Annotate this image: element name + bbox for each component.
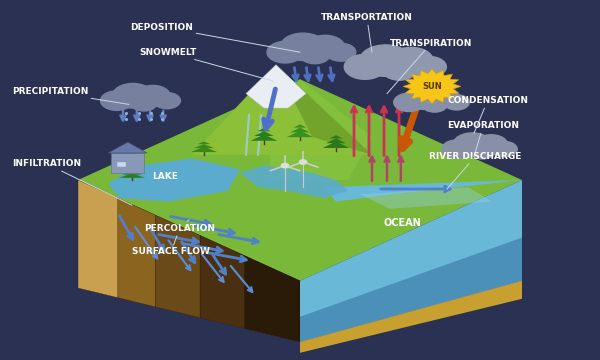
Circle shape: [267, 41, 303, 63]
Text: LAKE: LAKE: [152, 172, 178, 181]
Polygon shape: [119, 174, 145, 178]
Circle shape: [130, 95, 157, 111]
Circle shape: [492, 141, 517, 157]
Circle shape: [412, 57, 446, 77]
Text: TRANSPIRATION: TRANSPIRATION: [387, 39, 472, 94]
Polygon shape: [270, 79, 372, 180]
Circle shape: [394, 93, 424, 112]
Polygon shape: [290, 127, 310, 132]
Polygon shape: [108, 142, 147, 153]
Polygon shape: [245, 256, 300, 342]
Polygon shape: [257, 128, 271, 131]
Circle shape: [389, 48, 433, 74]
Polygon shape: [276, 65, 372, 155]
Circle shape: [453, 133, 492, 156]
Circle shape: [300, 46, 330, 64]
Polygon shape: [293, 125, 307, 128]
Text: PRECIPITATION: PRECIPITATION: [12, 87, 129, 104]
Polygon shape: [191, 147, 217, 152]
Polygon shape: [118, 198, 156, 307]
Polygon shape: [287, 131, 313, 137]
Circle shape: [154, 93, 181, 109]
Polygon shape: [78, 79, 522, 281]
Circle shape: [427, 88, 460, 108]
Polygon shape: [197, 141, 211, 144]
Polygon shape: [254, 131, 274, 136]
Circle shape: [382, 59, 417, 80]
Text: SUN: SUN: [422, 82, 442, 91]
Text: OCEAN: OCEAN: [383, 218, 421, 228]
Text: SURFACE FLOW: SURFACE FLOW: [132, 236, 210, 256]
Text: DEPOSITION: DEPOSITION: [131, 22, 300, 52]
Circle shape: [326, 43, 356, 61]
Polygon shape: [324, 180, 522, 202]
Polygon shape: [326, 138, 346, 143]
Polygon shape: [125, 169, 139, 171]
Polygon shape: [360, 187, 492, 209]
Circle shape: [112, 84, 154, 108]
Polygon shape: [78, 180, 300, 342]
Polygon shape: [403, 69, 461, 104]
Circle shape: [422, 97, 447, 112]
Polygon shape: [200, 235, 245, 328]
Text: SNOWMELT: SNOWMELT: [139, 48, 273, 81]
Polygon shape: [156, 215, 200, 318]
Circle shape: [475, 135, 508, 154]
Circle shape: [442, 140, 472, 158]
Text: PERCOLATION: PERCOLATION: [144, 220, 215, 233]
Circle shape: [100, 91, 133, 111]
Polygon shape: [78, 180, 118, 298]
Polygon shape: [300, 281, 522, 353]
Circle shape: [299, 160, 307, 164]
Polygon shape: [192, 65, 372, 155]
Text: EVAPORATION: EVAPORATION: [447, 122, 519, 157]
Polygon shape: [111, 153, 144, 173]
Text: CONDENSATION: CONDENSATION: [447, 96, 528, 133]
Polygon shape: [240, 166, 348, 198]
Circle shape: [280, 33, 326, 60]
Circle shape: [136, 85, 170, 106]
Polygon shape: [194, 144, 214, 148]
Polygon shape: [122, 171, 142, 175]
Circle shape: [281, 163, 289, 168]
Text: RIVER DISCHARGE: RIVER DISCHARGE: [429, 152, 521, 189]
Circle shape: [444, 95, 469, 110]
Text: TRANSPORTATION: TRANSPORTATION: [321, 13, 413, 52]
Circle shape: [344, 54, 386, 79]
Polygon shape: [251, 134, 277, 141]
Text: INFILTRATION: INFILTRATION: [12, 159, 132, 205]
Polygon shape: [108, 158, 240, 202]
Polygon shape: [246, 65, 306, 108]
Circle shape: [470, 144, 496, 159]
Polygon shape: [300, 180, 522, 342]
Polygon shape: [323, 141, 349, 148]
Circle shape: [359, 45, 412, 76]
Bar: [117, 162, 126, 167]
Polygon shape: [329, 135, 343, 139]
Circle shape: [306, 35, 344, 58]
Circle shape: [405, 86, 444, 109]
Polygon shape: [300, 238, 522, 342]
